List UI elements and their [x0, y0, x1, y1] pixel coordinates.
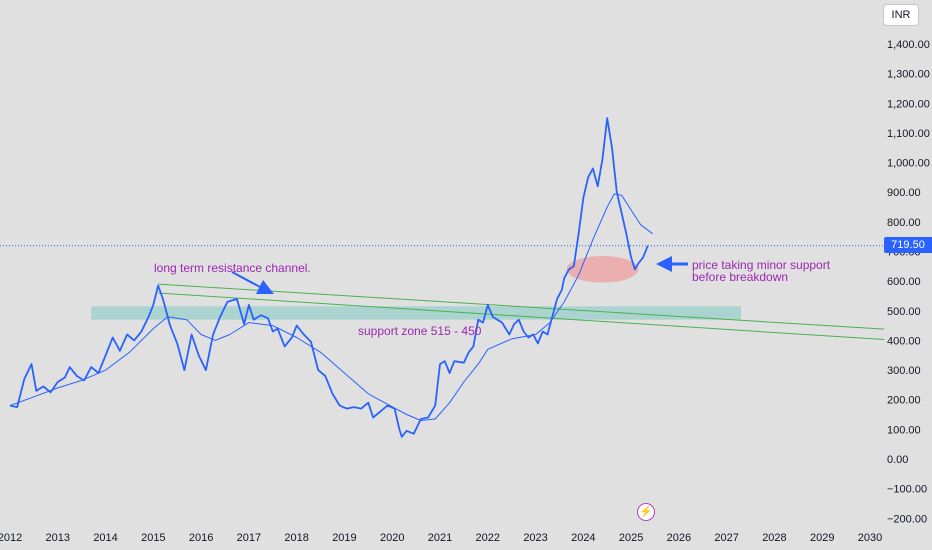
x-tick-label: 2029: [810, 532, 834, 544]
channel-line-2: [158, 292, 885, 341]
price-series-line: [9, 117, 649, 438]
x-tick-label: 2017: [237, 532, 261, 544]
series-layer: [9, 117, 653, 438]
y-tick-label: 900.00: [887, 187, 921, 199]
y-axis: −200.00 −100.00 0.00 100.00 200.00 300.00 400.…: [887, 39, 930, 525]
y-tick-label: 1,000.00: [887, 158, 930, 170]
x-tick-label: 2025: [619, 532, 643, 544]
x-tick-label: 2022: [476, 532, 500, 544]
support-zone-band: [91, 306, 741, 320]
x-tick-label: 2015: [141, 532, 165, 544]
y-tick-label: −100.00: [887, 484, 927, 496]
zones-layer: [91, 255, 741, 320]
moving-average-line: [9, 193, 653, 421]
annotation-minor-support-line1: price taking minor support: [692, 258, 831, 272]
y-tick-label: 600.00: [887, 276, 921, 288]
y-tick-label: 1,100.00: [887, 128, 930, 140]
resistance-channel: [158, 283, 885, 341]
lightning-icon[interactable]: ⚡: [637, 503, 655, 521]
y-tick-label: 300.00: [887, 365, 921, 377]
arrow-head-minor-support: [656, 256, 672, 272]
x-tick-label: 2028: [762, 532, 786, 544]
x-axis: 2012 2013 2014 2015 2016 2017 2018 2019 2020 2021…: [0, 532, 882, 544]
x-tick-label: 2018: [284, 532, 308, 544]
x-tick-label: 2030: [858, 532, 882, 544]
currency-selector[interactable]: INR: [883, 4, 919, 26]
x-tick-label: 2012: [0, 532, 22, 544]
channel-line-1: [158, 283, 885, 330]
x-tick-label: 2026: [667, 532, 691, 544]
y-tick-label: 400.00: [887, 335, 921, 347]
arrow-head-resistance: [256, 280, 274, 294]
y-tick-label: 0.00: [887, 454, 908, 466]
last-price-tag: 719.50: [884, 237, 932, 253]
x-tick-label: 2021: [428, 532, 452, 544]
x-tick-label: 2014: [93, 532, 117, 544]
y-tick-label: 500.00: [887, 306, 921, 318]
y-tick-label: 800.00: [887, 217, 921, 229]
x-tick-label: 2020: [380, 532, 404, 544]
y-tick-label: −200.00: [887, 513, 927, 525]
y-tick-label: 1,400.00: [887, 39, 930, 51]
x-tick-label: 2024: [571, 532, 595, 544]
arrows-layer: [231, 256, 688, 294]
x-tick-label: 2016: [189, 532, 213, 544]
minor-support-zone: [566, 255, 639, 283]
x-tick-label: 2013: [46, 532, 70, 544]
arrow-shaft-resistance: [231, 271, 261, 288]
x-tick-label: 2027: [714, 532, 738, 544]
annotation-resistance: long term resistance channel.: [154, 261, 311, 275]
annotation-support-zone: support zone 515 - 450: [358, 324, 482, 338]
y-tick-label: 1,300.00: [887, 69, 930, 81]
x-tick-label: 2019: [332, 532, 356, 544]
y-tick-label: 1,200.00: [887, 98, 930, 110]
y-tick-label: 200.00: [887, 395, 921, 407]
x-tick-label: 2023: [523, 532, 547, 544]
annotation-minor-support-line2: before breakdown: [692, 270, 789, 284]
y-tick-label: 100.00: [887, 424, 921, 436]
